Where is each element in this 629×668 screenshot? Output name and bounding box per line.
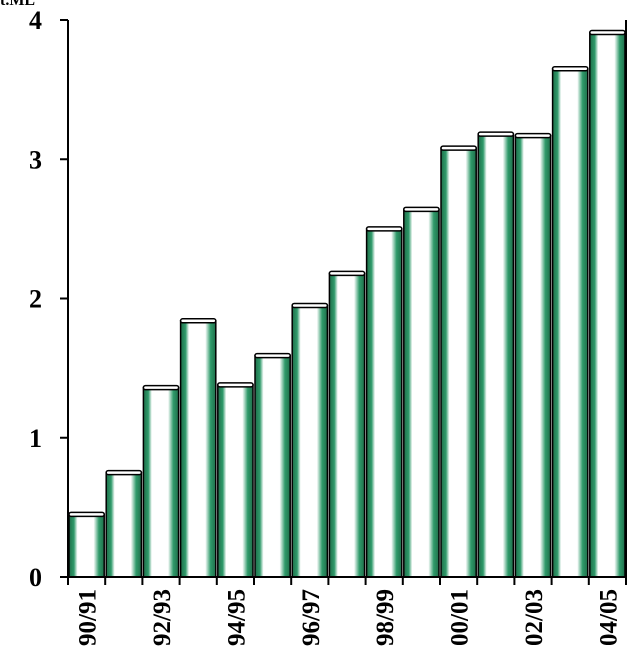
bars-layer <box>68 29 626 578</box>
x-tick-label: 90/91 <box>75 589 102 646</box>
bar-cap <box>365 226 403 232</box>
bar-cap <box>477 131 515 137</box>
bar-cap <box>179 318 217 324</box>
bar-cap <box>254 352 291 359</box>
bar-body <box>105 471 143 578</box>
bar-body <box>179 320 217 578</box>
x-tick-label: 96/97 <box>298 589 325 646</box>
bar-body <box>514 134 552 578</box>
bar-cap <box>68 511 105 518</box>
bar-cap <box>142 384 180 391</box>
y-tick-label: 1 <box>29 424 42 453</box>
bar-97/98 <box>328 270 366 578</box>
bar-cap <box>403 206 440 213</box>
bar-cap <box>105 469 143 476</box>
x-tick-label: 02/03 <box>521 589 548 646</box>
bar-94/95 <box>217 382 254 578</box>
bar-cap <box>551 65 589 72</box>
x-tick-label: 92/93 <box>149 589 176 646</box>
x-tick-label: 98/99 <box>372 589 399 646</box>
bar-body <box>142 386 180 578</box>
cropped-unit-label: t.ML <box>0 0 36 9</box>
bar-body <box>328 272 366 578</box>
bar-04/05 <box>589 29 626 578</box>
x-tick-label: 00/01 <box>447 589 474 646</box>
bar-91/92 <box>105 469 143 578</box>
bar-03/04 <box>551 65 589 578</box>
bar-cap <box>440 145 477 151</box>
bar-body <box>403 208 440 578</box>
bar-cap <box>328 270 366 277</box>
bar-cap <box>217 382 254 388</box>
bar-body <box>365 228 403 578</box>
bar-93/94 <box>179 318 217 578</box>
x-tick-label: 04/05 <box>595 589 622 646</box>
bar-95/96 <box>254 352 291 578</box>
y-tick-label: 0 <box>29 563 42 592</box>
bar-cap <box>589 29 626 36</box>
y-tick-label: 3 <box>29 145 42 174</box>
bar-body <box>68 513 105 578</box>
bar-96/97 <box>291 302 329 578</box>
bar-body <box>291 304 329 578</box>
bar-01/02 <box>477 131 515 578</box>
bar-body <box>254 354 291 578</box>
bar-body <box>589 31 626 578</box>
y-tick-label: 4 <box>29 6 42 35</box>
bar-90/91 <box>68 511 105 578</box>
bar-cap <box>291 302 329 309</box>
bar-02/03 <box>514 132 552 578</box>
bar-92/93 <box>142 384 180 578</box>
bar-99/00 <box>403 206 440 578</box>
labels-layer: 0 1 2 3 4 90/91 92/93 94/95 96/97 98/99 00/01 02/03… <box>29 6 622 646</box>
bar-00/01 <box>440 145 477 578</box>
x-tick-label: 94/95 <box>223 589 250 646</box>
axes-layer <box>60 19 627 585</box>
bar-cap <box>514 132 552 139</box>
bar-98/99 <box>365 226 403 578</box>
bar-body <box>551 67 589 578</box>
bar-body <box>217 384 254 578</box>
y-tick-label: 2 <box>29 285 42 314</box>
bar-body <box>440 147 477 578</box>
bar-body <box>477 133 515 578</box>
